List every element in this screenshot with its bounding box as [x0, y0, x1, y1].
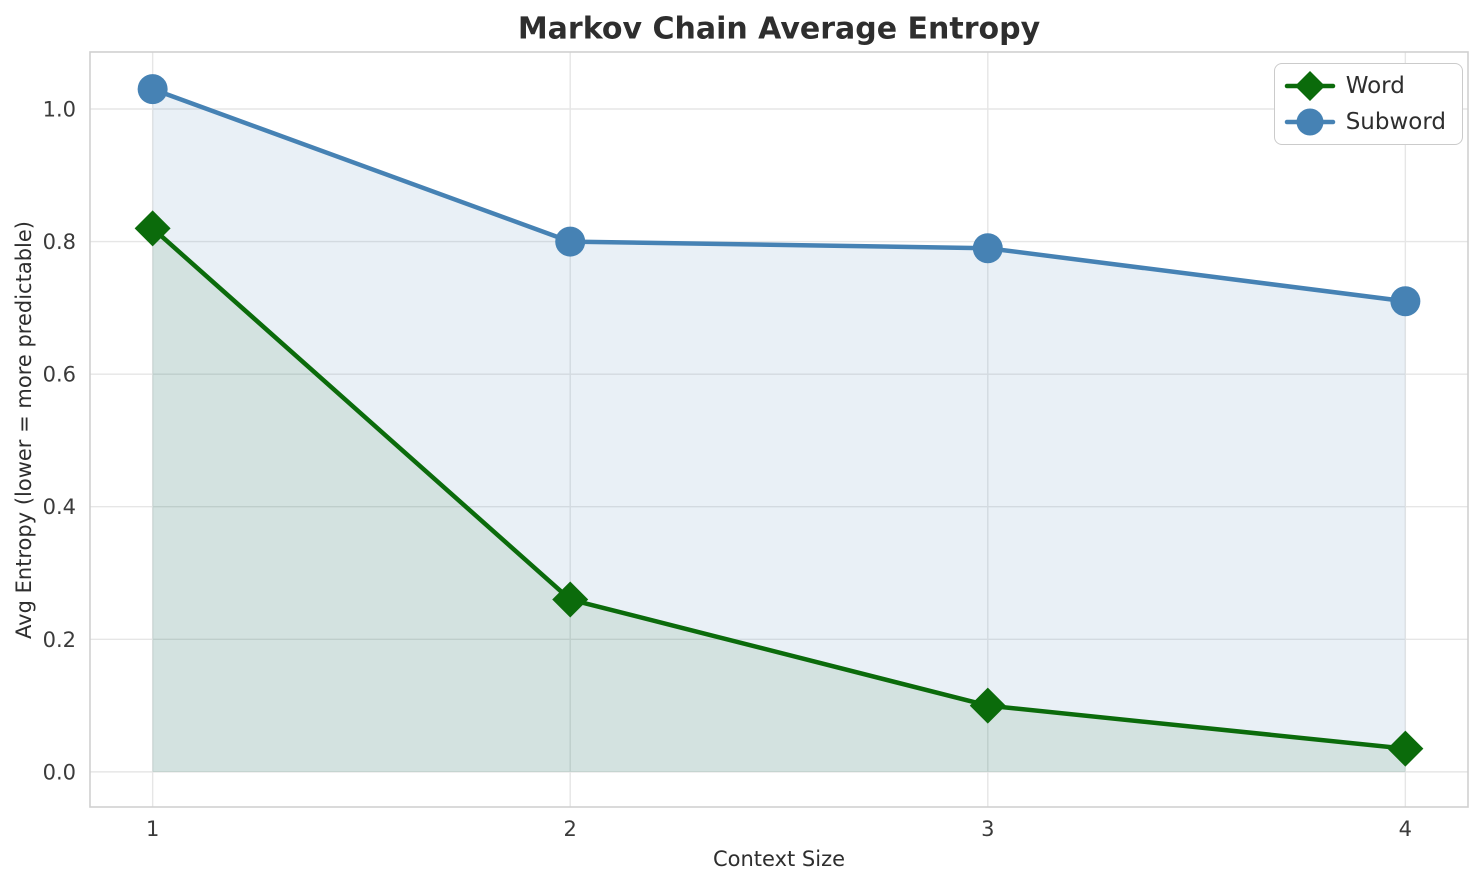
subword-marker: [972, 233, 1003, 264]
x-tick-label: 1: [146, 817, 159, 841]
x-tick-label: 2: [564, 817, 577, 841]
y-tick-label: 0.8: [43, 230, 76, 254]
y-tick-label: 0.0: [43, 760, 76, 784]
word-area: [152, 228, 1406, 772]
legend-item-subword: Subword: [1284, 105, 1446, 139]
word-marker: [969, 687, 1006, 724]
legend-label-subword: Subword: [1345, 108, 1446, 135]
x-axis-label: Context Size: [712, 847, 846, 871]
x-tick-label: 3: [981, 817, 994, 841]
legend-label-word: Word: [1345, 72, 1405, 99]
subword-marker: [137, 74, 168, 105]
plot-border: [89, 51, 1469, 808]
word-line: [150, 226, 1408, 751]
legend-item-word: Word: [1284, 69, 1446, 103]
subword-line: [150, 86, 1408, 304]
subword-legend-marker-icon: [1284, 108, 1335, 136]
y-tick-label: 0.6: [43, 363, 76, 387]
word-marker: [552, 581, 589, 618]
y-tick-label: 0.2: [43, 628, 76, 652]
legend: Word Subword: [1273, 63, 1463, 145]
word-marker: [134, 210, 171, 247]
subword-marker: [555, 226, 586, 257]
y-axis-label: Avg Entropy (lower = more predictable): [12, 221, 36, 639]
chart-title: Markov Chain Average Entropy: [517, 11, 1041, 47]
subword-area: [152, 89, 1406, 772]
word-legend-marker-icon: [1284, 71, 1335, 101]
y-tick-label: 0.4: [43, 495, 76, 519]
word-marker: [1387, 730, 1424, 767]
y-tick-label: 1.0: [43, 98, 76, 122]
x-tick-label: 4: [1399, 817, 1412, 841]
subword-marker: [1390, 286, 1421, 317]
